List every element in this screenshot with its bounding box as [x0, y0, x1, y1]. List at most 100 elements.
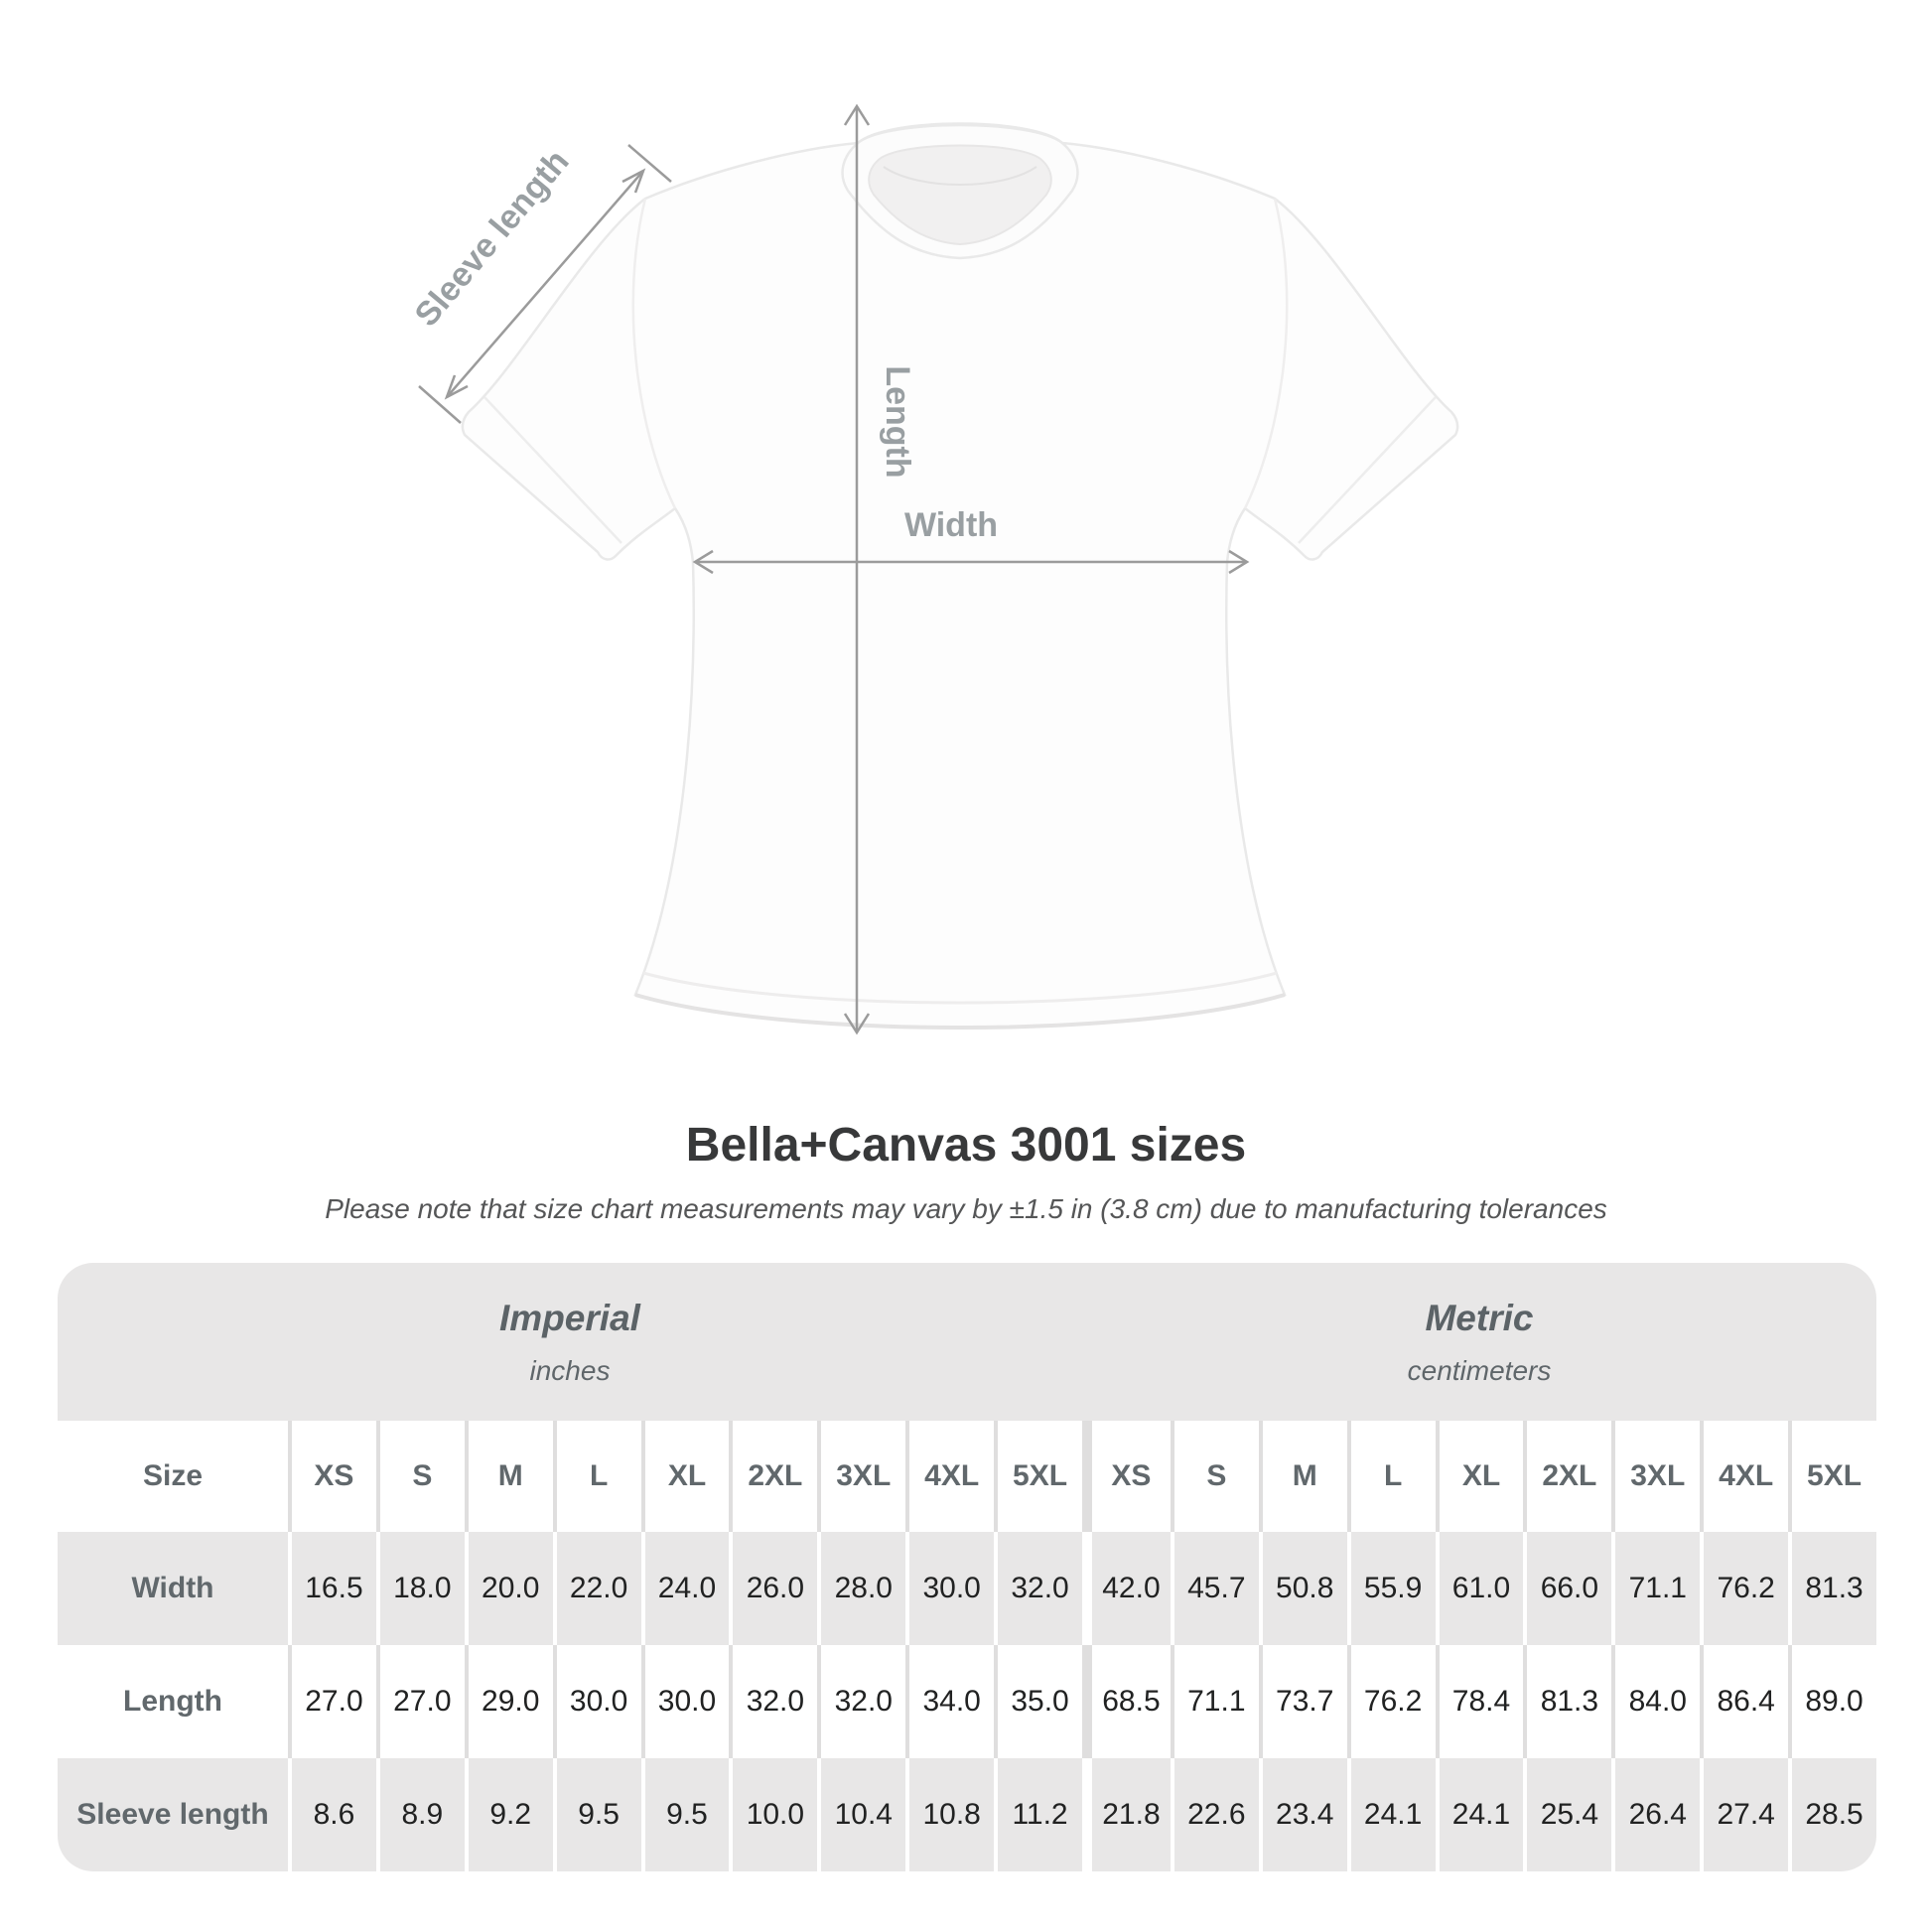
value-cell: 32.0 [994, 1532, 1082, 1645]
size-header-cell: XL [1435, 1421, 1524, 1532]
value-cell: 9.5 [640, 1758, 730, 1871]
imperial-label: Imperial [499, 1297, 640, 1338]
value-cell: 26.4 [1611, 1758, 1701, 1871]
size-header-cell: S [375, 1421, 465, 1532]
size-header-cell: L [552, 1421, 641, 1532]
value-cell: 84.0 [1611, 1645, 1701, 1758]
back-collar-line [883, 166, 1037, 186]
value-cell: 27.0 [288, 1645, 376, 1758]
right-armhole-seam [1243, 198, 1289, 509]
neck-opening [868, 144, 1052, 246]
length-label: Length [879, 365, 916, 478]
hem-shadow [634, 993, 1286, 1030]
value-cell: 10.0 [729, 1758, 818, 1871]
width-arrow-right-icon [1228, 549, 1250, 575]
value-cell: 35.0 [994, 1645, 1082, 1758]
value-cell: 24.0 [640, 1532, 730, 1645]
row-label: Sleeve length [58, 1758, 288, 1871]
row-label: Width [58, 1532, 288, 1645]
value-cell: 81.3 [1788, 1532, 1876, 1645]
length-arrow-down-icon [843, 1013, 871, 1035]
tshirt-graphic [461, 122, 1459, 1030]
value-cell: 28.5 [1788, 1758, 1876, 1871]
size-header-cell: 4XL [905, 1421, 995, 1532]
right-cuff-fold [1298, 396, 1437, 544]
size-header-cell: XS [1081, 1421, 1171, 1532]
size-header-cell: 2XL [1523, 1421, 1612, 1532]
value-cell: 16.5 [288, 1532, 376, 1645]
tshirt-diagram: Length Width Sleeve length [408, 103, 1459, 1035]
metric-group-header: Metric centimeters [1081, 1263, 1876, 1421]
value-cell: 28.0 [817, 1532, 906, 1645]
metric-label: Metric [1425, 1297, 1534, 1338]
length-arrow-up-icon [843, 103, 871, 126]
value-cell: 30.0 [640, 1645, 730, 1758]
value-cell: 32.0 [817, 1645, 906, 1758]
size-header-cell: 5XL [994, 1421, 1082, 1532]
imperial-unit-label: inches [529, 1354, 611, 1386]
size-header-cell: XS [288, 1421, 376, 1532]
size-column-header: Size [58, 1421, 288, 1532]
value-cell: 8.6 [288, 1758, 376, 1871]
value-cell: 21.8 [1081, 1758, 1171, 1871]
value-cell: 22.0 [552, 1532, 641, 1645]
value-cell: 29.0 [464, 1645, 553, 1758]
value-cell: 26.0 [729, 1532, 818, 1645]
size-header-cell: M [464, 1421, 553, 1532]
value-cell: 23.4 [1258, 1758, 1347, 1871]
tolerance-note: Please note that size chart measurements… [325, 1193, 1607, 1224]
value-cell: 30.0 [552, 1645, 641, 1758]
width-arrow-left-icon [692, 549, 714, 575]
value-cell: 25.4 [1523, 1758, 1612, 1871]
size-header-cell: 5XL [1788, 1421, 1876, 1532]
value-cell: 81.3 [1523, 1645, 1612, 1758]
imperial-group-header: Imperial inches [58, 1263, 1082, 1421]
sleeve-arrow-upper-icon [621, 168, 646, 194]
value-cell: 34.0 [905, 1645, 995, 1758]
value-cell: 76.2 [1346, 1645, 1436, 1758]
size-header-cell: 3XL [817, 1421, 906, 1532]
value-cell: 78.4 [1435, 1645, 1524, 1758]
size-header-cell: 2XL [729, 1421, 818, 1532]
value-cell: 9.2 [464, 1758, 553, 1871]
value-cell: 61.0 [1435, 1532, 1524, 1645]
value-cell: 71.1 [1170, 1645, 1259, 1758]
metric-unit-label: centimeters [1407, 1354, 1552, 1386]
width-dimension-line [692, 549, 1250, 575]
size-header-cell: XL [640, 1421, 730, 1532]
value-cell: 27.0 [375, 1645, 465, 1758]
size-header-cell: S [1170, 1421, 1259, 1532]
value-cell: 11.2 [994, 1758, 1082, 1871]
value-cell: 10.4 [817, 1758, 906, 1871]
value-cell: 24.1 [1435, 1758, 1524, 1871]
value-cell: 89.0 [1788, 1645, 1876, 1758]
value-cell: 45.7 [1170, 1532, 1259, 1645]
sleeve-tick-upper [627, 144, 672, 183]
value-cell: 22.6 [1170, 1758, 1259, 1871]
value-cell: 73.7 [1258, 1645, 1347, 1758]
value-cell: 30.0 [905, 1532, 995, 1645]
value-cell: 32.0 [729, 1645, 818, 1758]
value-cell: 55.9 [1346, 1532, 1436, 1645]
value-cell: 86.4 [1700, 1645, 1789, 1758]
value-cell: 24.1 [1346, 1758, 1436, 1871]
sleeve-arrow-lower-icon [444, 374, 469, 400]
sleeve-length-label: Sleeve length [408, 143, 577, 334]
size-header-cell: 4XL [1700, 1421, 1789, 1532]
value-cell: 50.8 [1258, 1532, 1347, 1645]
value-cell: 8.9 [375, 1758, 465, 1871]
sleeve-length-dimension-line [418, 144, 672, 424]
hem-fold [642, 971, 1278, 1005]
length-dimension-line [843, 103, 871, 1035]
size-header-cell: 3XL [1611, 1421, 1701, 1532]
row-label: Length [58, 1645, 288, 1758]
sleeve-tick-lower [418, 385, 462, 424]
value-cell: 68.5 [1081, 1645, 1171, 1758]
size-header-cell: M [1258, 1421, 1347, 1532]
value-cell: 42.0 [1081, 1532, 1171, 1645]
value-cell: 71.1 [1611, 1532, 1701, 1645]
page-title: Bella+Canvas 3001 sizes [685, 1119, 1247, 1172]
left-cuff-fold [483, 396, 622, 544]
value-cell: 20.0 [464, 1532, 553, 1645]
